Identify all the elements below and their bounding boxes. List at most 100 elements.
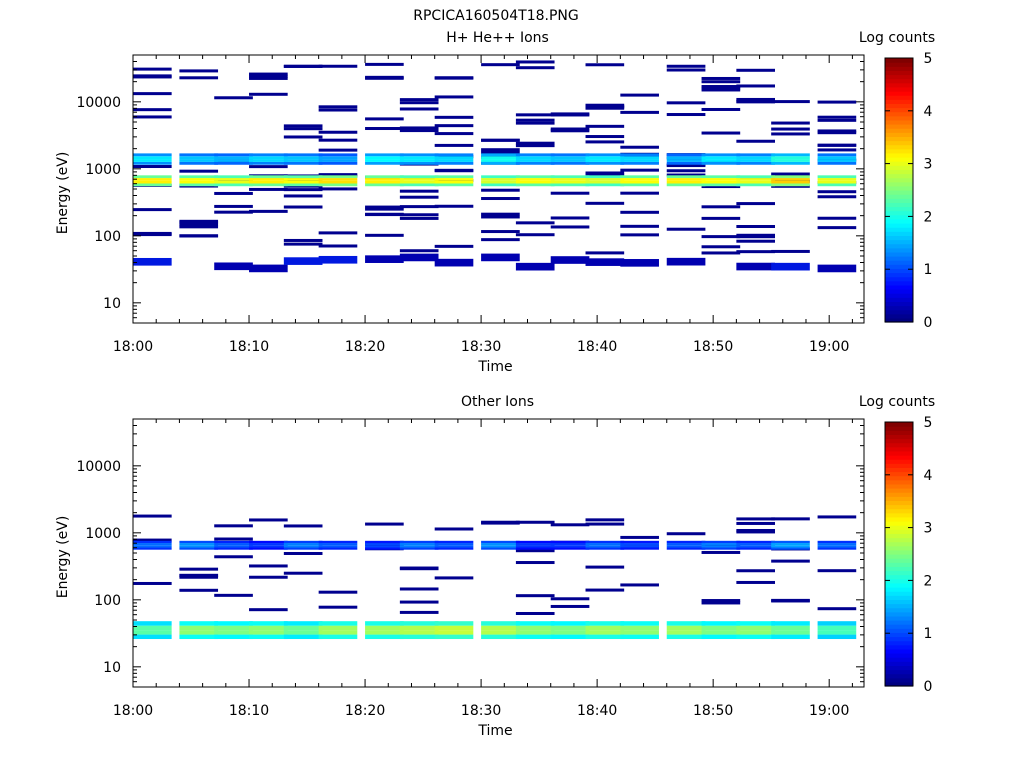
sparse-bin [133,208,172,212]
band-cell [434,159,474,162]
sparse-bin [434,143,474,147]
x-tick-label: 18:30 [461,339,501,355]
sparse-bin [318,138,358,142]
sparse-bin [399,195,439,199]
band-cell [701,161,741,165]
colorbar-step [885,218,913,224]
colorbar-step [885,181,913,187]
band-cell [283,540,323,544]
band-cell [434,630,474,635]
sparse-bin [283,524,323,528]
sparse-bin [817,216,857,220]
band-cell [318,543,358,546]
panel-title: Other Ions [461,394,534,410]
colorbar-step [885,78,913,84]
sparse-bin [214,537,253,541]
sparse-bin [399,126,439,130]
band-cell [283,634,323,640]
colorbar-step [885,582,913,588]
colorbar-step [885,173,913,179]
sparse-bin [365,117,404,121]
band-cell [399,540,439,544]
sparse-bin [318,148,358,152]
sparse-bin [701,251,741,255]
band-cell [318,159,358,162]
sparse-bin [736,84,776,88]
band-cell [214,543,253,546]
sparse-bin [283,135,323,139]
colorbar-step [885,124,913,129]
colorbar-tick-label: 4 [924,104,933,120]
band-cell [550,178,590,181]
colorbar-step [885,148,913,154]
band-cell [515,621,555,626]
band-cell [736,547,776,550]
band-cell [701,634,741,640]
x-tick-label: 18:40 [577,703,617,719]
band-cell [515,156,555,160]
band-cell [771,153,810,157]
band-cell [736,178,776,181]
sparse-bin [701,216,741,220]
low-energy-bin [133,257,172,266]
sparse-bin [365,522,404,526]
band-cell [620,178,659,181]
colorbar-step [885,86,913,92]
colorbar-frame [884,57,914,323]
band-cell [771,183,810,187]
band-cell [214,178,253,181]
low-energy-bin [318,255,358,264]
low-energy-bin [771,262,810,271]
band-cell [399,159,439,162]
band-cell [666,156,706,160]
colorbar-step [885,206,913,212]
band-cell [585,156,625,160]
band-cell [283,621,323,626]
band-cell [515,547,555,550]
band-cell [399,634,439,640]
sparse-bin [515,520,555,524]
colorbar-step [885,529,913,534]
sparse-bin [620,233,659,237]
sparse-bin [550,113,590,117]
colorbar-tick-label: 1 [924,626,933,642]
sparse-bin [133,108,172,112]
band-cell [133,180,172,184]
colorbar-step [885,562,913,567]
colorbar-step [885,587,913,592]
sparse-bin [620,145,659,149]
band-cell [771,545,810,548]
band-cell [481,630,520,635]
band-cell [318,183,358,187]
colorbar-step [885,677,913,683]
colorbar-step [885,74,913,80]
sparse-bin [179,69,219,73]
band-cell [620,630,659,635]
y-axis-label: Energy (eV) [55,516,71,599]
sparse-bin [318,130,358,134]
sparse-bin [771,121,810,125]
sparse-bin [620,168,659,172]
colorbar-step [885,66,913,71]
band-cell [249,625,288,631]
sparse-bin [515,561,555,565]
sparse-bin [481,521,520,525]
band-cell [817,153,857,157]
sparse-bin [515,233,555,237]
colorbar-step [885,500,913,506]
sparse-bin [179,575,219,579]
band-cell [585,178,625,181]
band-cell [249,630,288,635]
colorbar-step [885,516,913,522]
colorbar-step [885,82,913,88]
band-cell [550,153,590,157]
band-cell [283,630,323,635]
band-cell [550,159,590,162]
sparse-bin [399,249,439,253]
sparse-bin [620,93,659,97]
band-cell [365,543,404,546]
sparse-bin [179,234,219,238]
figure-title: RPCICA160504T18.PNG [413,8,578,24]
colorbar-step [885,247,913,253]
sparse-bin [771,517,810,521]
